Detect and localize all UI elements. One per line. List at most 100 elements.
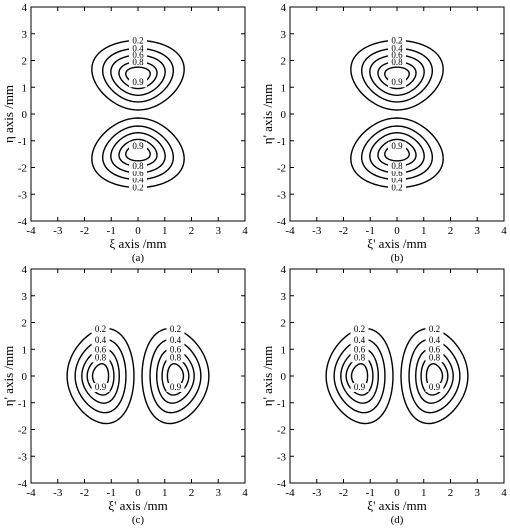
contour-lobe: 0.20.40.60.8 0.9 <box>66 324 135 425</box>
y-tick-label: -4 <box>18 216 28 228</box>
contour-label-bg <box>350 325 369 335</box>
contour-level-label: 0.4 <box>132 43 144 53</box>
contour-lobe: 0.20.40.60.8 0.9 <box>400 324 469 425</box>
contour-line <box>345 356 374 396</box>
panel-caption: (a) <box>132 252 145 264</box>
x-axis-label: ξ axis /mm <box>109 236 166 251</box>
contour-level-label: 0.6 <box>429 344 441 354</box>
y-tick-label: -1 <box>277 398 286 410</box>
contour-line <box>325 327 394 425</box>
contour-label-bg <box>350 353 369 363</box>
x-tick-label: 2 <box>189 225 195 237</box>
contour-line <box>340 348 379 404</box>
contour-level-label: 0.6 <box>95 344 107 354</box>
contour-label-bg <box>388 162 406 172</box>
contour-label-bg <box>91 325 110 335</box>
contour-line <box>350 39 444 111</box>
x-axis-label: ξ' axis /mm <box>367 498 426 513</box>
contour-line <box>91 117 185 189</box>
contour-label-bg <box>91 383 110 393</box>
contour-label-bg <box>129 175 147 185</box>
y-tick-label: -2 <box>18 163 27 175</box>
contour-level-label: 0.8 <box>354 352 366 362</box>
x-tick-label: 2 <box>189 487 195 499</box>
panel-a: -4 -3 -2 -1 0 1 2 3 4 -4 -3 -2 -1 0 1 2 3 4 ξ axis /mm η ax… <box>1 2 248 264</box>
x-tick-label: -3 <box>53 487 63 499</box>
contour-level-label: 0.4 <box>391 175 403 185</box>
contour-line <box>377 138 417 167</box>
contour-level-label: 0.9 <box>391 141 403 151</box>
contour-line <box>415 348 454 404</box>
x-tick-label: 1 <box>162 487 168 499</box>
contour-line <box>74 338 127 414</box>
y-tick-label: 2 <box>281 56 287 68</box>
y-tick-label: 3 <box>281 29 287 41</box>
contour-level-label: 0.2 <box>391 35 402 45</box>
x-tick-label: 1 <box>421 487 427 499</box>
panel-c: -4 -3 -2 -1 0 1 2 3 4 -4 -3 -2 -1 0 1 2 3 4 ξ' axis /mm η' … <box>1 264 248 526</box>
y-tick-label: 3 <box>22 291 28 303</box>
contour-line <box>101 125 175 181</box>
contour-line <box>101 47 175 103</box>
x-tick-label: 3 <box>475 487 481 499</box>
contour-lobe: 0.20.40.60.8 0.9 <box>350 117 444 193</box>
y-axis-label: η axis /mm <box>1 85 16 143</box>
contour-line <box>360 47 434 103</box>
contour-level-label: 0.6 <box>354 344 366 354</box>
contour-label-bg <box>166 335 185 345</box>
contour-level-label: 0.6 <box>170 344 182 354</box>
contour-label-bg <box>129 183 147 193</box>
contour-line <box>333 338 386 414</box>
contour-level-label: 0.6 <box>391 50 403 60</box>
x-tick-label: 1 <box>421 225 427 237</box>
contour-level-label: 0.9 <box>429 382 441 392</box>
contour-level-label: 0.2 <box>429 324 440 334</box>
contour-line <box>86 356 115 396</box>
contour-label-bg <box>388 36 406 46</box>
contour-label-bg <box>129 51 147 61</box>
y-tick-label: -1 <box>277 136 286 148</box>
contour-label-bg <box>388 51 406 61</box>
x-tick-label: 3 <box>475 225 481 237</box>
y-tick-label: -3 <box>18 189 28 201</box>
contour-line <box>400 327 469 425</box>
contour-line <box>360 125 434 181</box>
y-tick-label: -3 <box>277 189 287 201</box>
x-tick-label: 4 <box>242 225 248 237</box>
x-tick-label: 4 <box>242 487 248 499</box>
contour-label-bg <box>388 175 406 185</box>
contour-level-label: 0.6 <box>391 168 403 178</box>
x-tick-label: 1 <box>162 225 168 237</box>
contour-label-bg <box>425 345 444 355</box>
x-tick-label: 2 <box>448 225 454 237</box>
contour-label-bg <box>166 353 185 363</box>
contour-level-label: 0.8 <box>95 352 107 362</box>
contour-line <box>350 117 444 189</box>
y-axis-label: η' axis /mm <box>1 346 16 406</box>
panel-caption: (c) <box>132 514 145 526</box>
y-tick-label: 1 <box>22 344 28 356</box>
contour-level-label: 0.8 <box>391 161 403 171</box>
contour-level-label: 0.9 <box>132 141 144 151</box>
x-tick-label: -4 <box>285 225 295 237</box>
contour-label-bg <box>388 141 406 151</box>
y-tick-label: 0 <box>281 371 287 383</box>
y-tick-label: -4 <box>277 216 287 228</box>
contour-lobe: 0.20.40.60.8 0.9 <box>350 35 444 111</box>
y-tick-label: 0 <box>22 109 28 121</box>
contour-level-label: 0.4 <box>429 335 441 345</box>
contour-level-label: 0.8 <box>429 352 441 362</box>
contour-level-label: 0.8 <box>170 352 182 362</box>
contour-label-bg <box>388 183 406 193</box>
y-tick-label: -4 <box>18 478 28 490</box>
contour-label-bg <box>91 335 110 345</box>
contour-label-bg <box>425 325 444 335</box>
contour-level-label: 0.4 <box>391 43 403 53</box>
x-tick-label: -1 <box>107 487 116 499</box>
contour-label-bg <box>166 325 185 335</box>
contour-level-label: 0.4 <box>354 335 366 345</box>
contour-line <box>161 356 190 396</box>
y-tick-label: 4 <box>22 2 28 14</box>
contour-label-bg <box>91 345 110 355</box>
